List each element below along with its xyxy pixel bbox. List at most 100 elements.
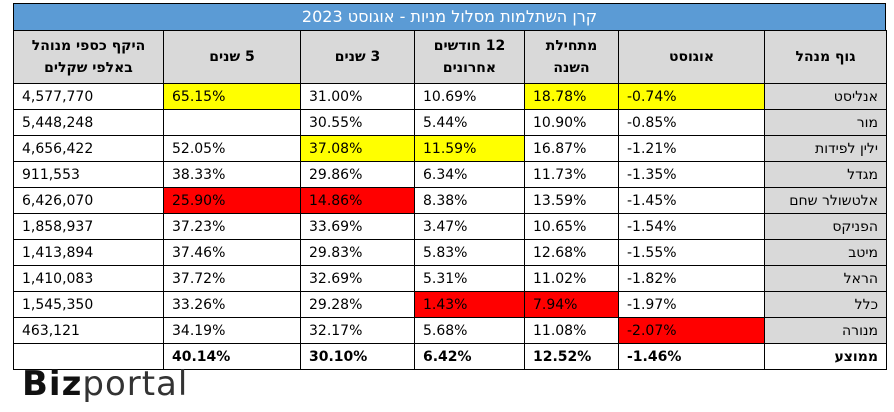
- last-12-months-cell: 3.47%: [414, 213, 525, 240]
- five-years-cell: 37.23%: [163, 213, 301, 240]
- table-title: קרן השתלמות מסלול מניות - אוגוסט 2023: [13, 3, 886, 30]
- three-years-cell: 29.86%: [300, 161, 415, 188]
- august-cell: -0.74%: [618, 83, 765, 110]
- august-cell: -1.82%: [618, 265, 765, 292]
- manager-name-cell: אנליסט: [764, 83, 887, 110]
- manager-name-cell: מור: [764, 109, 887, 136]
- three-years-cell: 32.69%: [300, 265, 415, 292]
- august-cell: -0.85%: [618, 109, 765, 136]
- last-12-months-cell: 6.34%: [414, 161, 525, 188]
- five-years-cell: 37.72%: [163, 265, 301, 292]
- table-row: ילין לפידות -1.21% 16.87% 11.59% 37.08% 52.05…: [13, 135, 887, 162]
- ytd-cell: 12.68%: [524, 239, 619, 266]
- table-row: אלטשולר שחם -1.45% 13.59% 8.38% 14.86% 25.90%…: [13, 187, 887, 214]
- table-row: מנורה -2.07% 11.08% 5.68% 32.17% 34.19% 463,12…: [13, 317, 887, 344]
- three-years-cell: 30.55%: [300, 109, 415, 136]
- august-cell: -2.07%: [618, 317, 765, 344]
- three-years-cell: 32.17%: [300, 317, 415, 344]
- assets-cell: 1,858,937: [13, 213, 164, 240]
- ytd-cell: 11.08%: [524, 317, 619, 344]
- header-manager: גוף מנהל: [764, 30, 887, 84]
- five-years-cell: 40.14%: [163, 343, 301, 370]
- assets-cell: 1,413,894: [13, 239, 164, 266]
- bizportal-logo: Bizportal: [22, 364, 189, 404]
- three-years-cell: 14.86%: [300, 187, 415, 214]
- august-cell: -1.55%: [618, 239, 765, 266]
- last-12-months-cell: 1.43%: [414, 291, 525, 318]
- manager-name-cell: מנורה: [764, 317, 887, 344]
- ytd-cell: 10.65%: [524, 213, 619, 240]
- header-12-months: 12 חודשים אחרונים: [414, 30, 525, 84]
- last-12-months-cell: 10.69%: [414, 83, 525, 110]
- last-12-months-cell: 11.59%: [414, 135, 525, 162]
- last-12-months-cell: 5.44%: [414, 109, 525, 136]
- assets-cell: 911,553: [13, 161, 164, 188]
- five-years-cell: 65.15%: [163, 83, 301, 110]
- table-row: אנליסט -0.74% 18.78% 10.69% 31.00% 65.15% 4,57…: [13, 83, 887, 110]
- assets-cell: 4,577,770: [13, 83, 164, 110]
- assets-cell: 4,656,422: [13, 135, 164, 162]
- five-years-cell: [163, 109, 301, 136]
- manager-name-cell: מגדל: [764, 161, 887, 188]
- table-row: מיטב -1.55% 12.68% 5.83% 29.83% 37.46% 1,413,8…: [13, 239, 887, 266]
- ytd-cell: 10.90%: [524, 109, 619, 136]
- last-12-months-cell: 5.68%: [414, 317, 525, 344]
- ytd-cell: 13.59%: [524, 187, 619, 214]
- ytd-cell: 16.87%: [524, 135, 619, 162]
- five-years-cell: 52.05%: [163, 135, 301, 162]
- manager-name-cell: הראל: [764, 265, 887, 292]
- manager-name-cell: מיטב: [764, 239, 887, 266]
- header-3-years: 3 שנים: [300, 30, 415, 84]
- header-august: אוגוסט: [618, 30, 765, 84]
- last-12-months-cell: 6.42%: [414, 343, 525, 370]
- table-row: כלל -1.97% 7.94% 1.43% 29.28% 33.26% 1,545,350: [13, 291, 887, 318]
- five-years-cell: 25.90%: [163, 187, 301, 214]
- three-years-cell: 31.00%: [300, 83, 415, 110]
- manager-name-cell: ממוצע: [764, 343, 887, 370]
- header-row: גוף מנהל אוגוסט מתחילת השנה 12 חודשים אחרו…: [13, 30, 887, 84]
- three-years-cell: 37.08%: [300, 135, 415, 162]
- manager-name-cell: ילין לפידות: [764, 135, 887, 162]
- table-row: מגדל -1.35% 11.73% 6.34% 29.86% 38.33% 911,553: [13, 161, 887, 188]
- last-12-months-cell: 8.38%: [414, 187, 525, 214]
- three-years-cell: 30.10%: [300, 343, 415, 370]
- three-years-cell: 29.28%: [300, 291, 415, 318]
- returns-table-container: קרן השתלמות מסלול מניות - אוגוסט 2023 גו…: [13, 3, 887, 370]
- ytd-cell: 11.02%: [524, 265, 619, 292]
- ytd-cell: 18.78%: [524, 83, 619, 110]
- table-body: אנליסט -0.74% 18.78% 10.69% 31.00% 65.15% 4,57…: [13, 83, 887, 370]
- last-12-months-cell: 5.31%: [414, 265, 525, 292]
- manager-name-cell: כלל: [764, 291, 887, 318]
- last-12-months-cell: 5.83%: [414, 239, 525, 266]
- header-ytd: מתחילת השנה: [524, 30, 619, 84]
- table-row: מור -0.85% 10.90% 5.44% 30.55% 5,448,248: [13, 109, 887, 136]
- ytd-cell: 7.94%: [524, 291, 619, 318]
- assets-cell: [13, 343, 164, 370]
- five-years-cell: 37.46%: [163, 239, 301, 266]
- august-cell: -1.35%: [618, 161, 765, 188]
- assets-cell: 5,448,248: [13, 109, 164, 136]
- manager-name-cell: הפניקס: [764, 213, 887, 240]
- ytd-cell: 12.52%: [524, 343, 619, 370]
- five-years-cell: 38.33%: [163, 161, 301, 188]
- three-years-cell: 29.83%: [300, 239, 415, 266]
- august-cell: -1.97%: [618, 291, 765, 318]
- five-years-cell: 34.19%: [163, 317, 301, 344]
- table-row: הפניקס -1.54% 10.65% 3.47% 33.69% 37.23% 1,858…: [13, 213, 887, 240]
- assets-cell: 1,410,083: [13, 265, 164, 292]
- three-years-cell: 33.69%: [300, 213, 415, 240]
- header-assets: היקף כספי מנוהל באלפי שקלים: [13, 30, 164, 84]
- table-row: הראל -1.82% 11.02% 5.31% 32.69% 37.72% 1,410,0…: [13, 265, 887, 292]
- ytd-cell: 11.73%: [524, 161, 619, 188]
- manager-name-cell: אלטשולר שחם: [764, 187, 887, 214]
- returns-table: גוף מנהל אוגוסט מתחילת השנה 12 חודשים אחרו…: [13, 30, 887, 370]
- average-row: ממוצע -1.46% 12.52% 6.42% 30.10% 40.14%: [13, 343, 887, 370]
- assets-cell: 463,121: [13, 317, 164, 344]
- august-cell: -1.21%: [618, 135, 765, 162]
- five-years-cell: 33.26%: [163, 291, 301, 318]
- august-cell: -1.54%: [618, 213, 765, 240]
- assets-cell: 1,545,350: [13, 291, 164, 318]
- assets-cell: 6,426,070: [13, 187, 164, 214]
- august-cell: -1.45%: [618, 187, 765, 214]
- august-cell: -1.46%: [618, 343, 765, 370]
